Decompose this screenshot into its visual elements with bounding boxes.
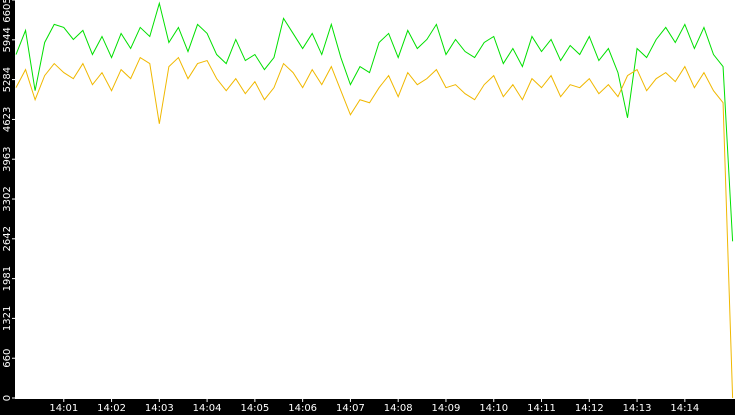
y-tick-label: 5944 [2,27,13,52]
x-axis-bar [0,399,735,415]
x-tick-label: 14:03 [145,403,174,414]
x-tick-label: 14:06 [288,403,317,414]
series-line [15,56,734,399]
x-tick-label: 14:01 [49,403,78,414]
y-tick-label: 1981 [2,266,13,291]
x-tick-label: 14:11 [527,403,556,414]
y-tick-label: 0 [2,395,13,401]
y-tick-label: 2642 [2,226,13,251]
y-tick-label: 3302 [2,186,13,211]
y-tick-label: 3963 [2,146,13,171]
x-tick-label: 14:10 [479,403,508,414]
y-tick-label: 6605 [2,0,13,23]
x-tick-label: 14:13 [623,403,652,414]
x-tick-label: 14:04 [193,403,222,414]
series-line [15,1,734,242]
x-tick-label: 14:07 [336,403,365,414]
x-tick-label: 14:05 [240,403,269,414]
y-axis-bar [0,0,15,415]
y-tick-label: 5284 [2,67,13,92]
y-tick-label: 660 [2,349,13,368]
y-tick-label: 1321 [2,306,13,331]
x-tick-label: 14:08 [384,403,413,414]
x-tick-label: 14:09 [432,403,461,414]
x-tick-label: 14:02 [97,403,126,414]
x-tick-label: 14:12 [575,403,604,414]
y-tick-label: 4623 [2,107,13,132]
x-tick-label: 14:14 [670,403,699,414]
